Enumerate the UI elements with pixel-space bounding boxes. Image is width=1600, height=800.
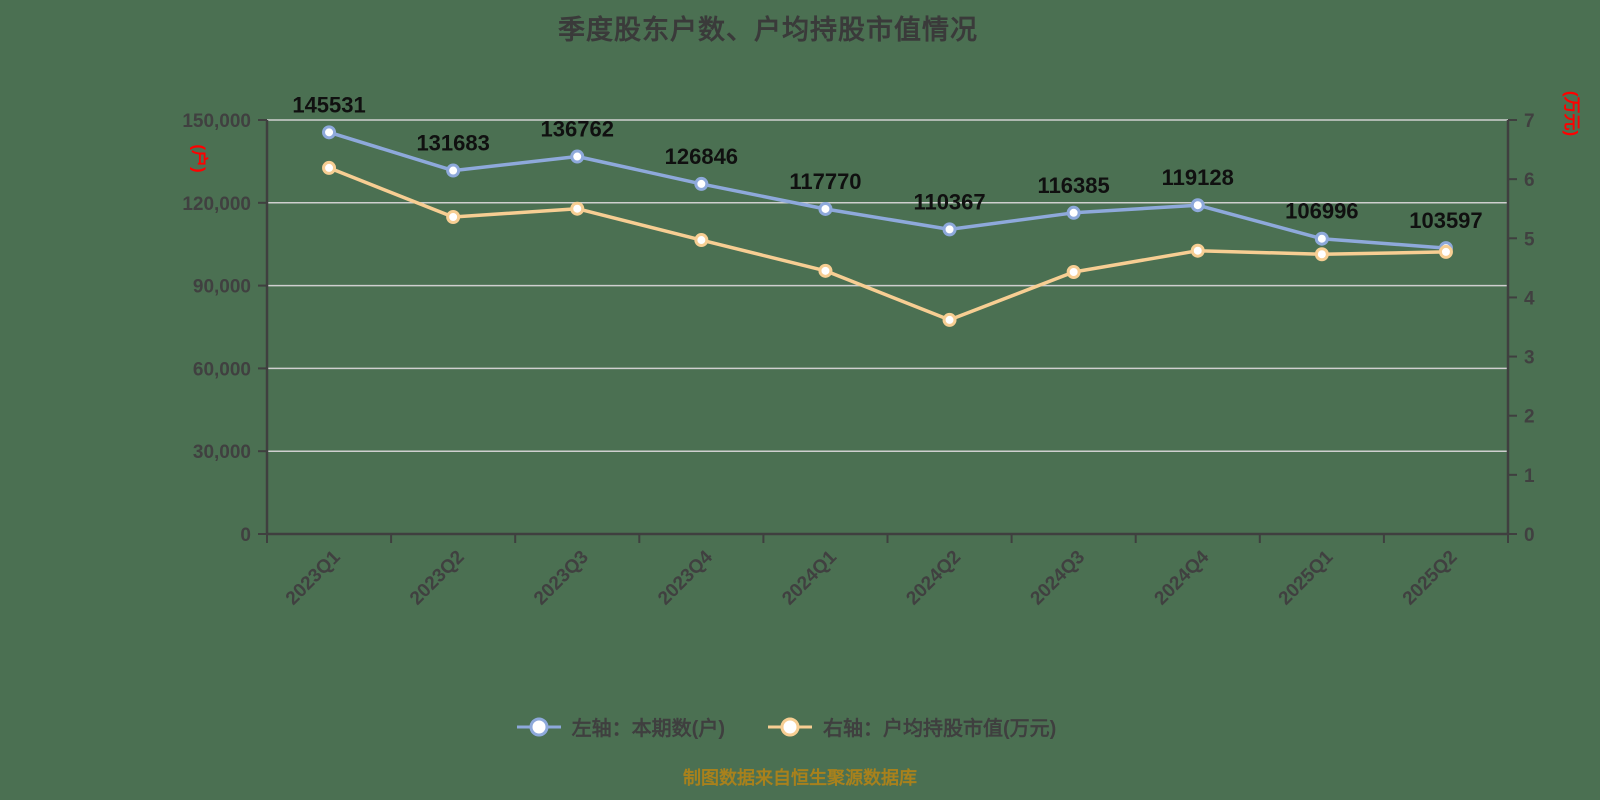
data-point-label: 103597 <box>1409 208 1482 233</box>
right-axis-tick-label: 4 <box>1524 288 1535 309</box>
x-axis-category-label: 2024Q2 <box>902 547 965 610</box>
right-axis-name: (万元) <box>1562 90 1582 137</box>
legend-label-shareholders: 左轴：本期数(户) <box>571 718 725 740</box>
x-axis-category-label: 2025Q2 <box>1399 547 1462 610</box>
x-axis-category-label: 2023Q1 <box>282 546 345 609</box>
data-point-label: 119128 <box>1162 165 1234 190</box>
left-axis-tick-label: 0 <box>240 525 251 546</box>
right-axis-tick-label: 5 <box>1524 229 1535 250</box>
legend-marker-shareholders-icon <box>516 717 561 736</box>
series-line-shareholders <box>327 130 1448 250</box>
data-point-label: 126846 <box>665 144 738 169</box>
right-axis-tick-label: 0 <box>1524 525 1535 546</box>
data-point-label: 106996 <box>1285 199 1358 224</box>
data-point-label: 116385 <box>1038 173 1110 198</box>
legend-item-avg-value[interactable]: 右轴：户均持股市值(万元) <box>767 712 1056 741</box>
right-axis-tick-label: 2 <box>1524 407 1535 428</box>
legend-label-avg-value: 右轴：户均持股市值(万元) <box>823 718 1057 740</box>
data-point-avg-value <box>322 160 337 175</box>
data-source-note: 制图数据来自恒生聚源数据库 <box>683 768 917 788</box>
data-point-label: 110367 <box>913 189 985 214</box>
data-point-shareholders <box>694 176 709 191</box>
x-axis-category-label: 2023Q2 <box>406 547 469 610</box>
x-axis-category-label: 2023Q3 <box>530 547 593 610</box>
left-axis-tick-label: 90,000 <box>193 277 251 298</box>
data-point-avg-value <box>1314 247 1329 262</box>
data-point-shareholders <box>818 201 833 216</box>
chart-title: 季度股东户数、户均持股市值情况 <box>558 15 978 45</box>
data-point-avg-value <box>570 201 585 216</box>
left-axis-name: (户) <box>189 144 209 173</box>
data-point-shareholders <box>570 149 585 164</box>
data-point-shareholders <box>942 222 957 237</box>
x-axis-category-label: 2024Q3 <box>1027 547 1090 610</box>
x-axis-category-label: 2023Q4 <box>654 546 717 609</box>
data-point-avg-value <box>446 209 461 224</box>
x-axis-category-label: 2024Q1 <box>778 546 841 609</box>
data-point-shareholders <box>446 163 461 178</box>
x-axis-category-label: 2024Q4 <box>1151 546 1214 609</box>
data-point-avg-value <box>1066 264 1081 279</box>
data-point-label: 131683 <box>416 131 489 156</box>
data-point-shareholders <box>1190 198 1205 213</box>
data-point-shareholders <box>1066 205 1081 220</box>
legend-marker-avg-value-icon <box>768 717 812 736</box>
x-axis-category-label: 2025Q1 <box>1275 546 1338 609</box>
data-point-shareholders <box>1314 231 1329 246</box>
right-axis-tick-label: 7 <box>1524 111 1535 132</box>
data-point-shareholders <box>322 125 337 140</box>
data-point-avg-value <box>942 312 957 327</box>
right-axis-tick-label: 1 <box>1524 466 1535 487</box>
data-point-avg-value <box>1190 243 1205 258</box>
left-axis-tick-label: 60,000 <box>193 359 251 380</box>
legend-item-shareholders[interactable]: 左轴：本期数(户) <box>516 712 725 741</box>
left-axis-tick-label: 150,000 <box>182 111 251 132</box>
right-axis-tick-label: 3 <box>1524 348 1535 369</box>
data-point-label: 136762 <box>541 117 614 142</box>
data-point-avg-value <box>694 233 709 248</box>
left-axis-tick-label: 30,000 <box>193 442 251 463</box>
data-point-label: 117770 <box>789 169 861 194</box>
data-point-avg-value <box>818 263 833 278</box>
right-axis-tick-label: 6 <box>1524 170 1535 191</box>
series-line-avg-value <box>327 166 1448 322</box>
left-axis-tick-label: 120,000 <box>182 194 251 215</box>
chart-legend: 左轴：本期数(户) 右轴：户均持股市值(万元) <box>0 712 1586 741</box>
data-point-label: 145531 <box>292 92 365 117</box>
data-point-avg-value <box>1438 244 1453 259</box>
